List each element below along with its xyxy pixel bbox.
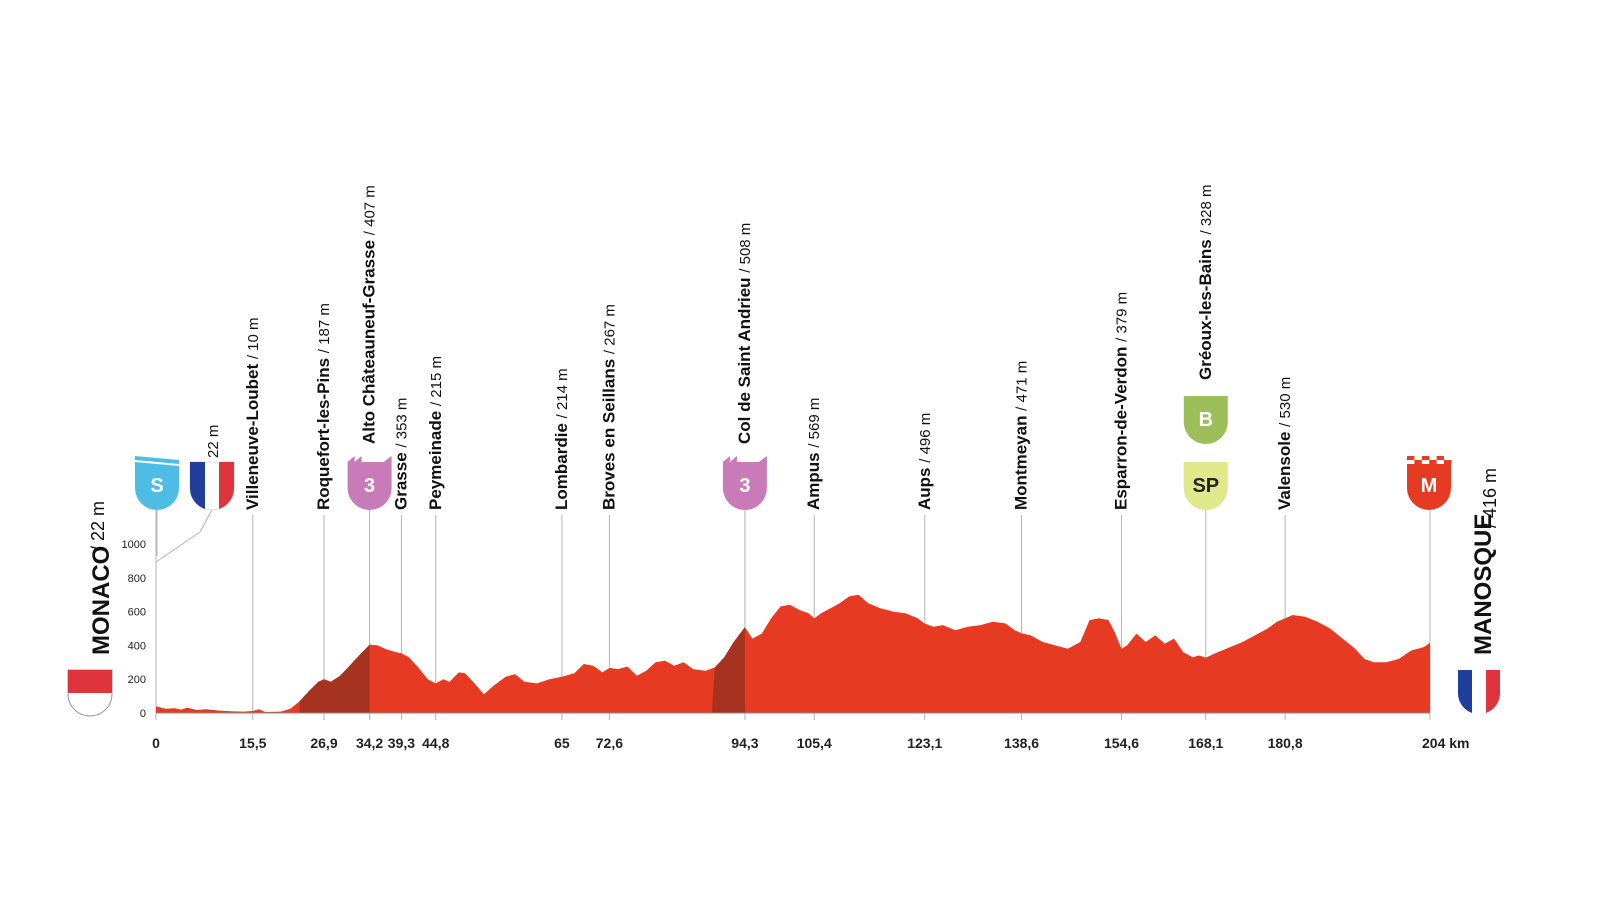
waypoint-name: Broves en Seillans xyxy=(599,354,618,510)
waypoint-name: Lombardie xyxy=(552,418,571,510)
kom-badge-icon: 3 xyxy=(347,456,392,510)
guide-line xyxy=(155,531,201,563)
finish-badge-label: M xyxy=(1421,475,1438,497)
start-city: MONACO / 22 m xyxy=(67,501,115,717)
x-tick-label: 15,5 xyxy=(239,735,266,751)
kom-badge-icon-label: 3 xyxy=(364,475,375,497)
waypoint-altitude: / 471 m xyxy=(1014,361,1031,411)
waypoint-altitude: / 407 m xyxy=(362,185,379,235)
waypoint-name: Esparron-de-Verdon xyxy=(1111,342,1130,510)
waypoint-name: Montmeyan xyxy=(1012,411,1031,510)
kom-badge-icon-label: 3 xyxy=(739,475,750,497)
waypoint-label: Alto Châteauneuf-Grasse / 407 m xyxy=(360,185,379,444)
waypoint-altitude: / 214 m xyxy=(554,368,571,418)
start-city-altitude: / 22 m xyxy=(88,501,108,551)
x-tick-label: 154,6 xyxy=(1104,735,1139,751)
y-axis: 0 200 400 600 800 1000 xyxy=(122,539,146,720)
start-city-name: MONACO xyxy=(88,546,115,655)
waypoint-label: Esparron-de-Verdon / 379 m xyxy=(1111,292,1130,510)
start-badge-icon: S xyxy=(135,456,179,510)
x-tick-label: 105,4 xyxy=(797,735,832,751)
finish-badge-icon: M xyxy=(1407,456,1452,510)
x-tick-label: 44,8 xyxy=(422,735,449,751)
x-tick-label: 94,3 xyxy=(731,735,758,751)
x-tick-label: 0 xyxy=(152,735,160,751)
x-tick-label: 180,8 xyxy=(1268,735,1303,751)
waypoint-name: Alto Châteauneuf-Grasse xyxy=(360,235,379,444)
france-flag-icon xyxy=(189,461,235,511)
x-tick-label: 123,1 xyxy=(907,735,942,751)
waypoint-name: Villeneuve-Loubet xyxy=(243,359,262,510)
x-tick-label: 72,6 xyxy=(596,735,623,751)
bonus-badge-icon: B xyxy=(1183,396,1228,444)
guide-line xyxy=(199,509,213,533)
climb-segment xyxy=(299,644,370,713)
y-tick-label: 600 xyxy=(128,607,146,619)
waypoint-label: Villeneuve-Loubet / 10 m xyxy=(243,317,262,510)
waypoint-label: Aups / 496 m xyxy=(915,413,934,510)
y-tick-label: 0 xyxy=(140,708,146,720)
waypoint-name: Aups xyxy=(915,463,934,510)
waypoint-labels: Villeneuve-Loubet / 10 m Roquefort-les-Pi… xyxy=(205,184,1294,510)
waypoint-altitude: / 267 m xyxy=(601,304,618,354)
waypoint-altitude: / 353 m xyxy=(393,398,410,448)
bonus-badge-icon-label: B xyxy=(1199,409,1213,431)
waypoint-label: Ampus / 569 m xyxy=(804,398,823,510)
waypoint-altitude: / 379 m xyxy=(1113,292,1130,342)
waypoint-altitude: / 10 m xyxy=(245,317,262,359)
waypoint-label: Montmeyan / 471 m xyxy=(1012,361,1031,510)
elevation-profile xyxy=(156,594,1430,714)
finish-city: MANOSQUE / 416 m xyxy=(1458,468,1500,715)
waypoint-altitude: / 508 m xyxy=(737,223,754,273)
x-tick-label: 204 km xyxy=(1422,735,1469,751)
waypoint-altitude: / 187 m xyxy=(316,303,333,353)
waypoint-name: Ampus xyxy=(804,448,823,510)
france-flag-icon xyxy=(1458,670,1500,715)
x-tick-label: 138,6 xyxy=(1004,735,1039,751)
waypoint-altitude: / 569 m xyxy=(806,398,823,448)
waypoint-altitude: / 328 m xyxy=(1198,184,1215,234)
waypoint-label: Lombardie / 214 m xyxy=(552,368,571,510)
x-tick-label: 39,3 xyxy=(388,735,415,751)
waypoint-label: Broves en Seillans / 267 m xyxy=(599,304,618,510)
waypoint-label: Valensole / 530 m xyxy=(1275,377,1294,510)
waypoint-altitude: / 530 m xyxy=(1277,377,1294,427)
x-tick-label: 34,2 xyxy=(356,735,383,751)
start-badge-label: S xyxy=(150,475,163,497)
kom-badge-icon: 3 xyxy=(722,456,767,510)
waypoint-altitude: / 496 m xyxy=(917,413,934,463)
profile-area xyxy=(156,594,1430,713)
waypoint-label: Col de Saint Andrieu / 508 m xyxy=(735,223,754,444)
waypoint-badges: 3 3 SP B S M xyxy=(135,396,1452,511)
waypoint-name: Roquefort-les-Pins xyxy=(314,353,333,510)
waypoint-name: Peymeinade xyxy=(426,406,445,510)
waypoint-name: Gréoux-les-Bains xyxy=(1196,235,1215,381)
finish-city-altitude: / 416 m xyxy=(1480,468,1500,528)
waypoint-label: Grasse / 353 m xyxy=(391,398,410,510)
y-tick-label: 200 xyxy=(128,674,146,686)
border-altitude: 22 m xyxy=(205,425,222,458)
y-tick-label: 400 xyxy=(128,640,146,652)
waypoint-label: Gréoux-les-Bains / 328 m xyxy=(1196,184,1215,380)
waypoint-name: Grasse xyxy=(391,448,410,510)
y-tick-label: 800 xyxy=(128,573,146,585)
y-tick-label: 1000 xyxy=(122,539,146,551)
waypoint-label: Peymeinade / 215 m xyxy=(426,356,445,510)
sprint-badge-icon-label: SP xyxy=(1192,475,1219,497)
waypoint-label: Roquefort-les-Pins / 187 m xyxy=(314,303,333,510)
waypoint-name: Valensole xyxy=(1275,427,1294,510)
x-tick-label: 168,1 xyxy=(1188,735,1223,751)
waypoint-name: Col de Saint Andrieu xyxy=(735,273,754,444)
x-tick-label: 26,9 xyxy=(310,735,337,751)
finish-city-name: MANOSQUE xyxy=(1470,514,1497,655)
x-axis: 0 204 km 15,5 26,9 34,2 39,3 44,8 65 72,6 94,3 105… xyxy=(152,735,1469,751)
waypoint-altitude: / 215 m xyxy=(428,356,445,406)
sprint-badge-icon: SP xyxy=(1183,462,1228,510)
x-tick-label: 65 xyxy=(554,735,570,751)
climb-segment xyxy=(711,627,745,713)
monaco-flag-icon xyxy=(67,669,113,717)
